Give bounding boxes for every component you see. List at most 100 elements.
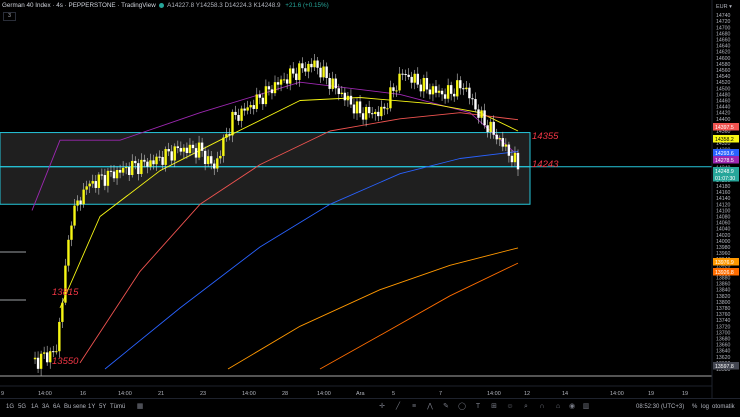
candle-body: [222, 137, 225, 156]
auto-toggle[interactable]: otomatik: [712, 404, 735, 410]
price-tick: 13800: [716, 300, 731, 306]
candle: [449, 81, 453, 101]
candle: [222, 134, 225, 163]
icon-tool-icon[interactable]: ☺: [506, 403, 514, 410]
candle: [489, 118, 492, 139]
shape-icon[interactable]: ◯: [458, 403, 466, 410]
indicators-collapse-button[interactable]: 3: [3, 12, 16, 21]
candle-body: [328, 77, 331, 89]
candle: [434, 80, 438, 98]
time-tick: 7: [439, 391, 442, 397]
candle: [480, 106, 483, 125]
candle-body: [310, 63, 313, 68]
trendline-icon[interactable]: ╱: [395, 403, 401, 410]
range-6m[interactable]: 6A: [53, 404, 61, 410]
price-tick: 14640: [716, 44, 731, 50]
candle: [203, 146, 207, 171]
candle-body: [295, 73, 298, 80]
candle: [422, 74, 426, 98]
candle-body: [173, 146, 176, 161]
candle-body: [349, 95, 353, 105]
candle-body: [380, 106, 383, 117]
candle: [474, 92, 477, 113]
price-tag-0: 14397.5: [713, 123, 739, 131]
candle: [225, 127, 228, 142]
candle-body: [298, 63, 301, 80]
range-5y[interactable]: 5Y: [99, 404, 107, 410]
candle-body: [386, 108, 389, 110]
zoom-icon[interactable]: ⌕: [524, 403, 528, 410]
range-1m[interactable]: 1A: [31, 404, 39, 410]
crosshair-icon[interactable]: ✛: [379, 403, 385, 410]
fib-icon[interactable]: ≡: [411, 403, 417, 410]
price-tag-label: 01:07:30: [715, 176, 735, 182]
candle-body: [164, 149, 167, 165]
time-tick: 14:00: [610, 391, 624, 397]
price-tick: 14020: [716, 233, 731, 239]
candle: [386, 102, 389, 115]
trash-icon[interactable]: ▥: [582, 403, 590, 410]
price-tick: 13660: [716, 343, 731, 349]
clock[interactable]: 08:52:30 (UTC+3): [636, 404, 685, 410]
range-all[interactable]: Tümü: [110, 404, 126, 410]
magnet-icon[interactable]: ∩: [539, 403, 545, 410]
candle-body: [143, 159, 146, 162]
time-axis: 9 14:00 16 14:00 21 23 14:00 28 14:00 Ara 5 7 14:00 1…: [0, 385, 712, 397]
candle: [149, 153, 152, 171]
candle-body: [410, 76, 413, 83]
log-toggle[interactable]: log: [701, 404, 710, 410]
percent-toggle[interactable]: %: [692, 404, 698, 410]
range-ytd[interactable]: Bu sene: [64, 404, 87, 410]
candle: [352, 98, 356, 119]
price-tick: 13920: [716, 263, 731, 269]
candle-body: [213, 163, 216, 169]
eye-icon[interactable]: ◉: [568, 403, 576, 410]
price-tick: 13860: [716, 282, 731, 288]
candle-body: [140, 159, 143, 175]
calendar-icon[interactable]: ▦: [136, 403, 144, 410]
candle-body: [200, 142, 204, 151]
candle-body: [203, 150, 207, 165]
time-tick: 9: [1, 391, 4, 397]
candle: [331, 71, 334, 92]
candle-body: [358, 101, 362, 114]
candle-body: [134, 160, 137, 164]
ma-line-0: [31, 81, 519, 211]
candle: [82, 183, 85, 208]
candle: [492, 115, 495, 139]
range-1y[interactable]: 1Y: [88, 404, 96, 410]
candle-body: [182, 147, 186, 152]
time-tick: 14:00: [317, 391, 331, 397]
price-tag-bg: [713, 123, 739, 131]
candle: [213, 159, 216, 176]
lock-icon[interactable]: ⌂: [555, 403, 561, 410]
candle: [237, 108, 240, 126]
ruler-icon[interactable]: ⊞: [491, 403, 497, 410]
candle-body: [155, 156, 158, 165]
brush-icon[interactable]: ✎: [443, 403, 449, 410]
candle: [428, 83, 432, 100]
candle-body: [112, 171, 116, 179]
pattern-icon[interactable]: ⋀: [427, 403, 433, 410]
price-tag-label: 14358.2: [715, 137, 734, 143]
price-tick: 13580: [716, 367, 731, 373]
price-tick: 14720: [716, 19, 731, 25]
moving-averages-layer: [31, 81, 519, 370]
candle-body: [258, 94, 262, 98]
price-tag-7: 13926.8: [713, 268, 739, 276]
candle: [498, 135, 501, 147]
range-1d[interactable]: 1G: [6, 404, 15, 410]
candle: [367, 100, 371, 118]
text-icon[interactable]: T: [475, 403, 481, 410]
candle-body: [216, 158, 219, 169]
price-tag-bg: [713, 362, 739, 370]
candle-body: [185, 147, 189, 154]
range-5d[interactable]: 5G: [18, 404, 27, 410]
range-3m[interactable]: 3A: [42, 404, 50, 410]
price-tick: 14700: [716, 25, 731, 31]
price-tick: 14460: [716, 99, 731, 105]
candle: [355, 98, 359, 121]
price-tick: 14540: [716, 74, 731, 80]
